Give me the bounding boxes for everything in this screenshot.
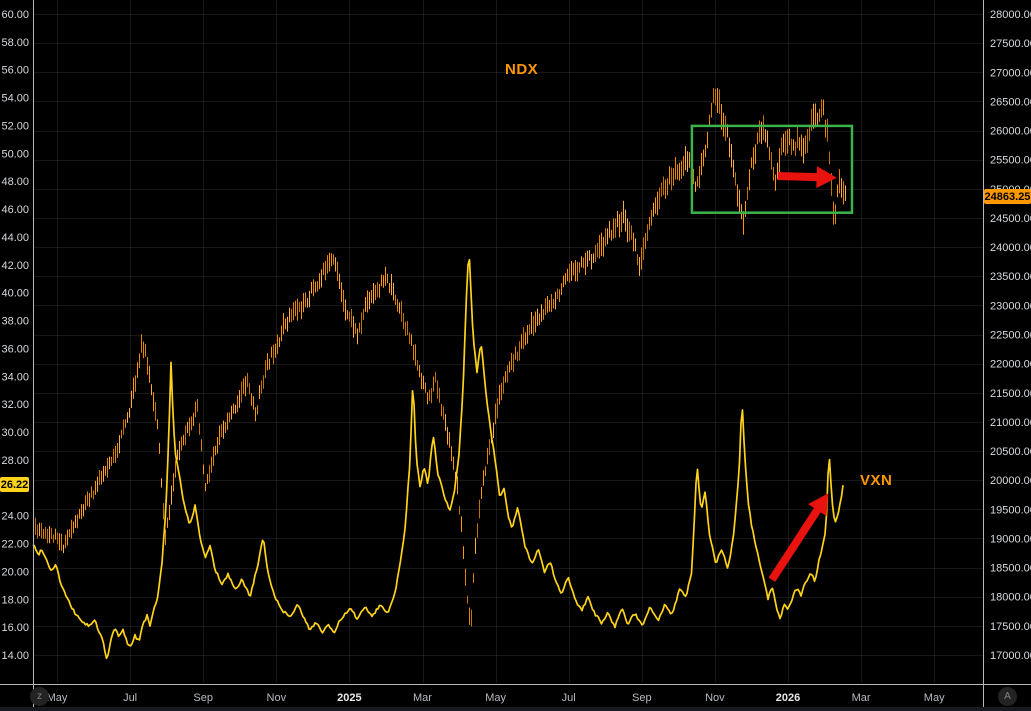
grid [33,0,984,683]
time-axis-label: May [485,692,506,704]
time-axis-label: May [924,692,945,704]
right-axis-tick: 26500.00 [990,96,1031,108]
left-axis-tick: 48.00 [1,176,29,188]
left-axis-tick: 52.00 [1,121,29,133]
right-axis-tick: 21000.00 [990,417,1031,429]
ndx-last-price-tag: 24863.25 [984,189,1031,204]
right-axis-tick: 19000.00 [990,534,1031,546]
left-axis-tick: 16.00 [1,622,29,634]
left-axis-tick: 56.00 [1,65,29,77]
left-axis-tick: 36.00 [1,343,29,355]
right-axis-tick: 18500.00 [990,563,1031,575]
time-axis-label: Sep [632,692,652,704]
right-axis-tick: 24000.00 [990,242,1031,254]
left-axis-tick: 42.00 [1,260,29,272]
right-axis-tick: 18000.00 [990,592,1031,604]
ndx-series-label: NDX [505,61,539,78]
vxn-line-series [32,258,844,660]
left-axis-tick: 34.00 [1,371,29,383]
range-box-annotation [690,124,854,214]
right-axis-tick: 26000.00 [990,126,1031,138]
right-axis-tick: 25500.00 [990,155,1031,167]
right-axis-tick: 20000.00 [990,475,1031,487]
arrow-annotation [768,493,829,582]
time-axis-label: Mar [852,692,871,704]
time-axis-label: Sep [193,692,213,704]
left-axis-tick: 44.00 [1,232,29,244]
axis-tick-labels: 60.00 58.00 56.00 54.00 52.00 50.00 48.00 46.00… [1,9,1031,704]
left-axis-tick: 50.00 [1,148,29,160]
left-axis-tick: 32.00 [1,399,29,411]
right-axis-tick: 17500.00 [990,621,1031,633]
auto-scale-badge[interactable]: A [998,687,1017,706]
vxn-last-value-tag: 26.22 [0,477,29,492]
vxn-series-label: VXN [860,472,893,489]
time-axis-label: Jul [123,692,137,704]
timezone-badge[interactable]: z [30,687,49,706]
right-axis-tick: 27500.00 [990,38,1031,50]
right-axis-tick: 23500.00 [990,271,1031,283]
time-axis-label: 2025 [337,692,361,704]
time-axis-label: Jul [562,692,576,704]
right-axis-tick: 24500.00 [990,213,1031,225]
time-axis-label: Nov [267,692,287,704]
right-axis-tick: 17000.00 [990,650,1031,662]
left-axis-tick: 20.00 [1,566,29,578]
left-price-scale[interactable] [0,0,33,684]
left-axis-tick: 40.00 [1,288,29,300]
right-axis-tick: 23000.00 [990,300,1031,312]
right-axis-tick: 22000.00 [990,359,1031,371]
arrow-annotation [777,166,837,189]
time-scale[interactable] [33,685,983,705]
right-axis-tick: 21500.00 [990,388,1031,400]
left-axis-tick: 30.00 [1,427,29,439]
time-axis-label: Mar [413,692,432,704]
left-axis-tick: 54.00 [1,93,29,105]
left-axis-tick: 60.00 [1,9,29,21]
left-axis-tick: 46.00 [1,204,29,216]
left-axis-tick: 38.00 [1,316,29,328]
right-axis-tick: 27000.00 [990,67,1031,79]
left-axis-tick: 58.00 [1,37,29,49]
left-axis-tick: 24.00 [1,511,29,523]
time-axis-label: May [47,692,68,704]
right-axis-tick: 28000.00 [990,9,1031,21]
left-axis-tick: 18.00 [1,594,29,606]
right-axis-tick: 20500.00 [990,446,1031,458]
time-axis-label: Nov [705,692,725,704]
ndx-bars-series [33,88,846,627]
left-axis-tick: 28.00 [1,455,29,467]
right-axis-tick: 22500.00 [990,330,1031,342]
right-price-scale[interactable] [984,0,1031,684]
left-axis-tick: 14.00 [1,650,29,662]
right-axis-tick: 19500.00 [990,504,1031,516]
time-axis-label: 2026 [776,692,800,704]
left-axis-tick: 22.00 [1,539,29,551]
